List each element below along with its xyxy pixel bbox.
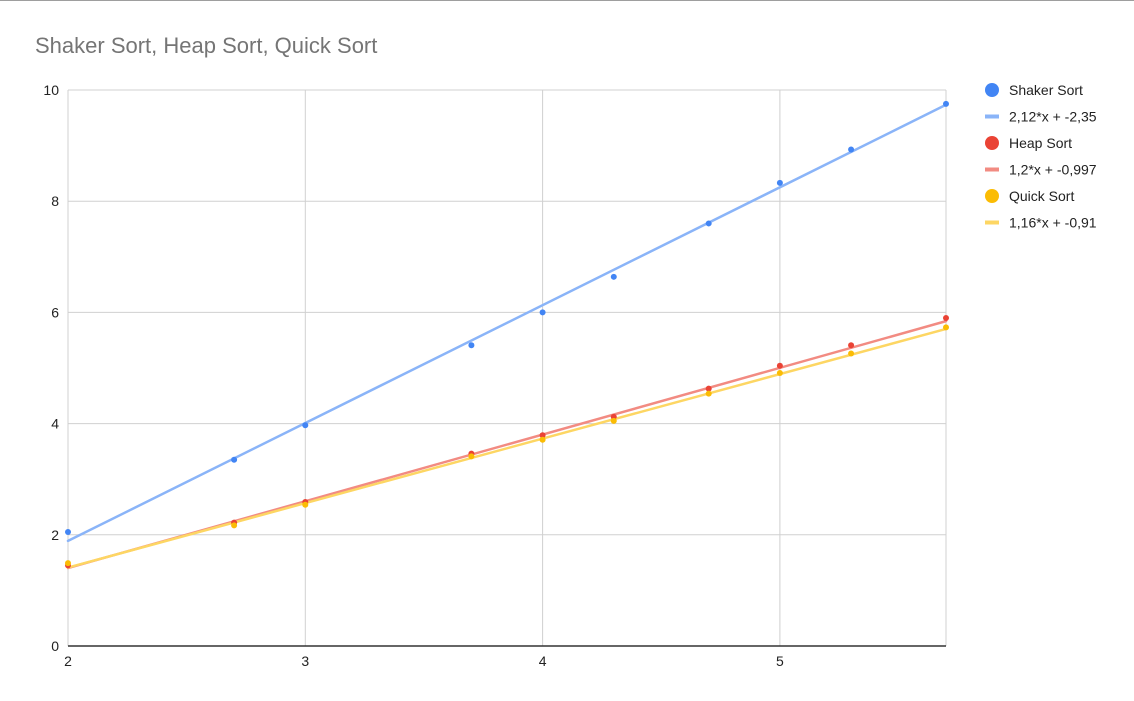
data-point-heap-sort — [943, 314, 949, 321]
legend-label-shaker-sort[interactable]: Shaker Sort — [1009, 82, 1083, 98]
x-tick-label: 3 — [301, 653, 309, 669]
top-border — [0, 0, 1134, 1]
legend-trend-label-quick-sort[interactable]: 1,16*x + -0,91 — [1009, 215, 1097, 231]
legend[interactable]: Shaker Sort 2,12*x + -2,35 Heap Sort 1,2*x … — [985, 82, 1097, 231]
data-point-quick-sort — [539, 436, 546, 443]
data-point-quick-sort — [231, 522, 238, 529]
data-point-quick-sort — [65, 560, 71, 567]
trendlines — [66, 103, 948, 570]
data-point-quick-sort — [776, 370, 783, 377]
data-point-shaker-sort — [776, 179, 783, 186]
x-tick-label: 4 — [539, 653, 547, 669]
y-tick-label: 6 — [51, 304, 59, 320]
y-tick-label: 0 — [51, 638, 59, 654]
x-tick-label: 2 — [64, 653, 72, 669]
data-point-shaker-sort — [705, 220, 712, 227]
data-point-quick-sort — [943, 324, 949, 331]
data-point-shaker-sort — [610, 273, 617, 280]
legend-marker-shaker-sort — [985, 83, 999, 97]
legend-trend-marker-shaker-sort — [985, 114, 999, 119]
trendline-shaker-sort — [66, 103, 948, 543]
y-tick-label: 2 — [51, 527, 59, 543]
x-tick-label: 5 — [776, 653, 784, 669]
legend-trend-marker-heap-sort — [985, 167, 999, 172]
legend-marker-quick-sort — [985, 189, 999, 203]
data-point-shaker-sort — [231, 456, 238, 463]
data-point-shaker-sort — [302, 422, 309, 429]
data-point-quick-sort — [302, 501, 309, 508]
y-tick-label: 8 — [51, 193, 59, 209]
legend-trend-label-heap-sort[interactable]: 1,2*x + -0,997 — [1009, 162, 1097, 178]
data-point-quick-sort — [468, 453, 475, 460]
data-point-heap-sort — [776, 362, 783, 369]
legend-label-quick-sort[interactable]: Quick Sort — [1009, 188, 1074, 204]
legend-marker-heap-sort — [985, 136, 999, 150]
data-point-heap-sort — [848, 342, 855, 349]
data-point-shaker-sort — [539, 309, 546, 316]
legend-trend-label-shaker-sort[interactable]: 2,12*x + -2,35 — [1009, 109, 1097, 125]
data-point-quick-sort — [848, 350, 855, 357]
y-tick-label: 10 — [43, 82, 59, 98]
data-point-heap-sort — [705, 385, 712, 392]
data-point-heap-sort — [539, 432, 546, 439]
legend-trend-marker-quick-sort — [985, 220, 999, 225]
data-point-quick-sort — [610, 417, 617, 424]
legend-label-heap-sort[interactable]: Heap Sort — [1009, 135, 1072, 151]
data-point-shaker-sort — [943, 100, 949, 107]
grid — [67, 89, 947, 646]
trendline-quick-sort — [66, 327, 948, 569]
data-point-shaker-sort — [468, 342, 475, 349]
data-point-shaker-sort — [848, 146, 855, 153]
data-point-shaker-sort — [65, 529, 71, 536]
chart-title: Shaker Sort, Heap Sort, Quick Sort — [35, 33, 378, 58]
data-points — [65, 100, 949, 569]
data-point-quick-sort — [705, 390, 712, 397]
y-tick-label: 4 — [51, 416, 59, 432]
